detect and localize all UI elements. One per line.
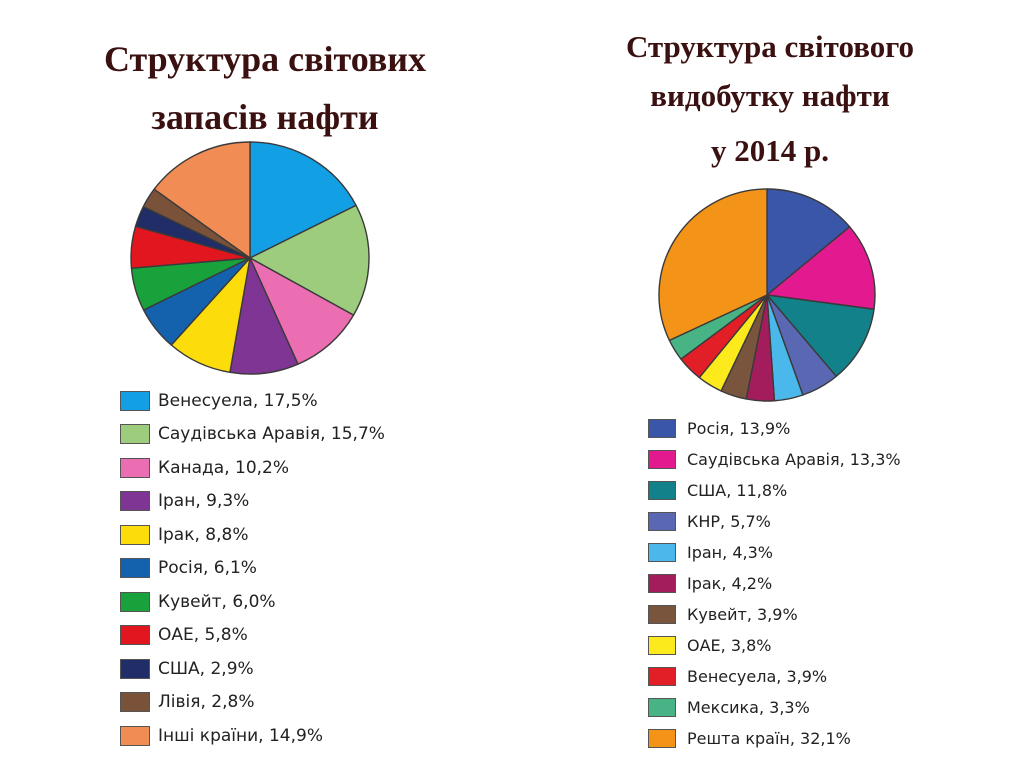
pie-reserves-slice-2 xyxy=(249,257,355,365)
legend-reserves-item-9: Лівія, 2,8% xyxy=(120,686,385,720)
legend-reserves-item-1: Саудівська Аравія, 15,7% xyxy=(120,418,385,452)
legend-production-item-2: США, 11,8% xyxy=(648,475,901,506)
legend-production-swatch-2 xyxy=(648,481,676,500)
production-pie-chart xyxy=(658,188,876,402)
reserves-legend: Венесуела, 17,5% Саудівська Аравія, 15,7%… xyxy=(120,384,385,753)
legend-reserves-label-6: Кувейт, 6,0% xyxy=(158,591,276,612)
legend-production-item-1: Саудівська Аравія, 13,3% xyxy=(648,444,901,475)
legend-reserves-item-10: Інші країни, 14,9% xyxy=(120,719,385,753)
legend-reserves-swatch-6 xyxy=(120,591,150,612)
legend-production-swatch-1 xyxy=(648,450,676,469)
legend-reserves-item-6: Кувейт, 6,0% xyxy=(120,585,385,619)
production-title-line-2: видобутку нафти xyxy=(650,78,890,113)
legend-production-item-7: ОАЕ, 3,8% xyxy=(648,630,901,661)
legend-reserves-label-9: Лівія, 2,8% xyxy=(158,692,255,713)
legend-production-label-2: США, 11,8% xyxy=(687,481,788,500)
pie-production-slice-1 xyxy=(766,226,876,310)
pie-reserves-slice-10 xyxy=(153,141,251,259)
legend-reserves-swatch-10 xyxy=(120,725,150,746)
legend-production-item-3: КНР, 5,7% xyxy=(648,506,901,537)
legend-reserves-item-4: Ірак, 8,8% xyxy=(120,518,385,552)
legend-reserves-swatch-4 xyxy=(120,524,150,545)
legend-production-label-8: Венесуела, 3,9% xyxy=(687,667,828,686)
legend-reserves-label-1: Саудівська Аравія, 15,7% xyxy=(158,424,385,445)
legend-reserves-item-3: Іран, 9,3% xyxy=(120,485,385,519)
pie-reserves-slice-1 xyxy=(249,204,370,316)
legend-production-swatch-4 xyxy=(648,543,676,562)
legend-reserves-swatch-1 xyxy=(120,424,150,445)
legend-reserves-label-3: Іран, 9,3% xyxy=(158,491,250,512)
legend-reserves-label-2: Канада, 10,2% xyxy=(158,457,290,478)
legend-production-item-10: Решта країн, 32,1% xyxy=(648,723,901,754)
legend-production-label-9: Мексика, 3,3% xyxy=(687,698,810,717)
legend-reserves-item-0: Венесуела, 17,5% xyxy=(120,384,385,418)
legend-production-label-0: Росія, 13,9% xyxy=(687,419,791,438)
legend-reserves-label-8: США, 2,9% xyxy=(158,658,254,679)
legend-production-label-7: ОАЕ, 3,8% xyxy=(687,636,772,655)
legend-production-label-10: Решта країн, 32,1% xyxy=(687,729,851,748)
production-title-line-1: Структура світового xyxy=(625,29,915,64)
legend-reserves-item-8: США, 2,9% xyxy=(120,652,385,686)
pie-reserves-slice-0 xyxy=(249,141,357,259)
legend-production-label-5: Ірак, 4,2% xyxy=(687,574,773,593)
legend-reserves-swatch-5 xyxy=(120,558,150,579)
legend-reserves-item-5: Росія, 6,1% xyxy=(120,552,385,586)
legend-reserves-swatch-2 xyxy=(120,457,150,478)
production-chart-title: Структура світового видобутку нафти у 20… xyxy=(540,22,1000,175)
reserves-pie-chart xyxy=(130,141,370,375)
legend-reserves-swatch-7 xyxy=(120,625,150,646)
legend-reserves-swatch-0 xyxy=(120,390,150,411)
legend-reserves-swatch-8 xyxy=(120,658,150,679)
legend-production-swatch-0 xyxy=(648,419,676,438)
production-legend: Росія, 13,9% Саудівська Аравія, 13,3% США,… xyxy=(648,413,901,754)
reserves-chart-title: Структура світових запасів нафти xyxy=(40,30,490,146)
legend-production-swatch-5 xyxy=(648,574,676,593)
legend-reserves-label-5: Росія, 6,1% xyxy=(158,558,257,579)
pie-production-slice-2 xyxy=(766,294,875,378)
legend-production-item-0: Росія, 13,9% xyxy=(648,413,901,444)
legend-production-swatch-6 xyxy=(648,605,676,624)
pie-production-slice-0 xyxy=(766,188,851,296)
legend-production-swatch-7 xyxy=(648,636,676,655)
legend-production-item-9: Мексика, 3,3% xyxy=(648,692,901,723)
legend-reserves-swatch-9 xyxy=(120,692,150,713)
legend-production-label-1: Саудівська Аравія, 13,3% xyxy=(687,450,901,469)
reserves-title-line-1: Структура світових xyxy=(103,39,427,79)
legend-reserves-item-7: ОАЕ, 5,8% xyxy=(120,619,385,653)
legend-production-item-5: Ірак, 4,2% xyxy=(648,568,901,599)
pie-production-slice-10 xyxy=(658,188,768,342)
legend-production-item-4: Іран, 4,3% xyxy=(648,537,901,568)
legend-production-item-8: Венесуела, 3,9% xyxy=(648,661,901,692)
legend-production-swatch-10 xyxy=(648,729,676,748)
legend-reserves-item-2: Канада, 10,2% xyxy=(120,451,385,485)
legend-production-swatch-3 xyxy=(648,512,676,531)
legend-reserves-label-0: Венесуела, 17,5% xyxy=(158,390,318,411)
legend-reserves-label-10: Інші країни, 14,9% xyxy=(158,725,323,746)
legend-production-item-6: Кувейт, 3,9% xyxy=(648,599,901,630)
legend-production-label-4: Іран, 4,3% xyxy=(687,543,773,562)
legend-reserves-swatch-3 xyxy=(120,491,150,512)
legend-reserves-label-4: Ірак, 8,8% xyxy=(158,524,249,545)
legend-production-label-6: Кувейт, 3,9% xyxy=(687,605,798,624)
production-title-line-3: у 2014 р. xyxy=(711,133,829,168)
legend-production-swatch-9 xyxy=(648,698,676,717)
reserves-title-line-2: запасів нафти xyxy=(151,97,379,137)
legend-production-swatch-8 xyxy=(648,667,676,686)
legend-reserves-label-7: ОАЕ, 5,8% xyxy=(158,625,248,646)
legend-production-label-3: КНР, 5,7% xyxy=(687,512,771,531)
